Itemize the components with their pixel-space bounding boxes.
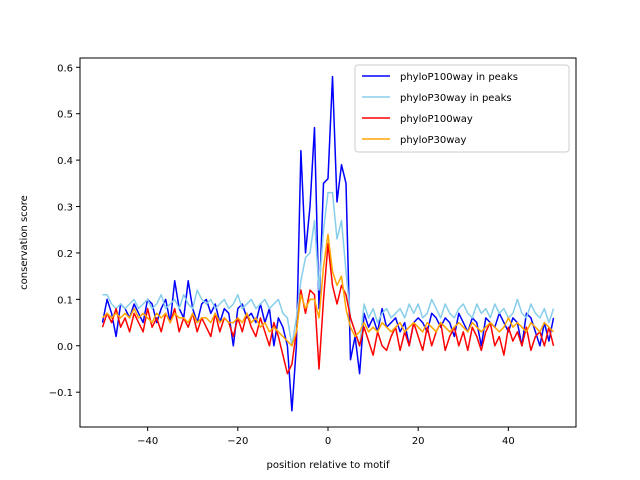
x-tick-label: 0 bbox=[325, 436, 331, 447]
y-axis: −0.1 0.0 0.1 0.2 0.3 0.4 0.5 0.6 bbox=[49, 63, 80, 399]
y-tick-label: 0.1 bbox=[57, 295, 73, 306]
x-axis-label: position relative to motif bbox=[267, 460, 390, 471]
series-line-3 bbox=[101, 242, 555, 375]
legend-box bbox=[354, 64, 570, 153]
series-line-4 bbox=[101, 233, 555, 347]
legend-label-1: phyloP100way in peaks bbox=[400, 72, 518, 83]
x-tick-label: 40 bbox=[502, 436, 515, 447]
x-tick-label: −20 bbox=[227, 436, 248, 447]
y-tick-label: 0.2 bbox=[57, 249, 73, 260]
legend-label-3: phyloP100way bbox=[400, 114, 473, 125]
series-line-1 bbox=[101, 75, 555, 412]
x-tick-label: 20 bbox=[412, 436, 425, 447]
x-tick-label: −40 bbox=[137, 436, 158, 447]
y-axis-label: conservation score bbox=[19, 195, 30, 290]
legend: phyloP100way in peaks phyloP30way in peak… bbox=[354, 64, 570, 153]
y-tick-label: 0.4 bbox=[57, 156, 73, 167]
legend-label-2: phyloP30way in peaks bbox=[400, 93, 512, 104]
y-tick-label: 0.0 bbox=[57, 342, 73, 353]
series-layer bbox=[101, 75, 555, 412]
series-line-2 bbox=[102, 191, 555, 347]
legend-label-4: phyloP30way bbox=[400, 135, 467, 146]
y-tick-label: 0.3 bbox=[57, 203, 73, 214]
y-tick-label: 0.6 bbox=[57, 63, 73, 74]
x-axis: −40 −20 0 20 40 bbox=[137, 427, 515, 447]
y-tick-label: 0.5 bbox=[57, 110, 73, 121]
y-tick-label: −0.1 bbox=[49, 388, 73, 399]
